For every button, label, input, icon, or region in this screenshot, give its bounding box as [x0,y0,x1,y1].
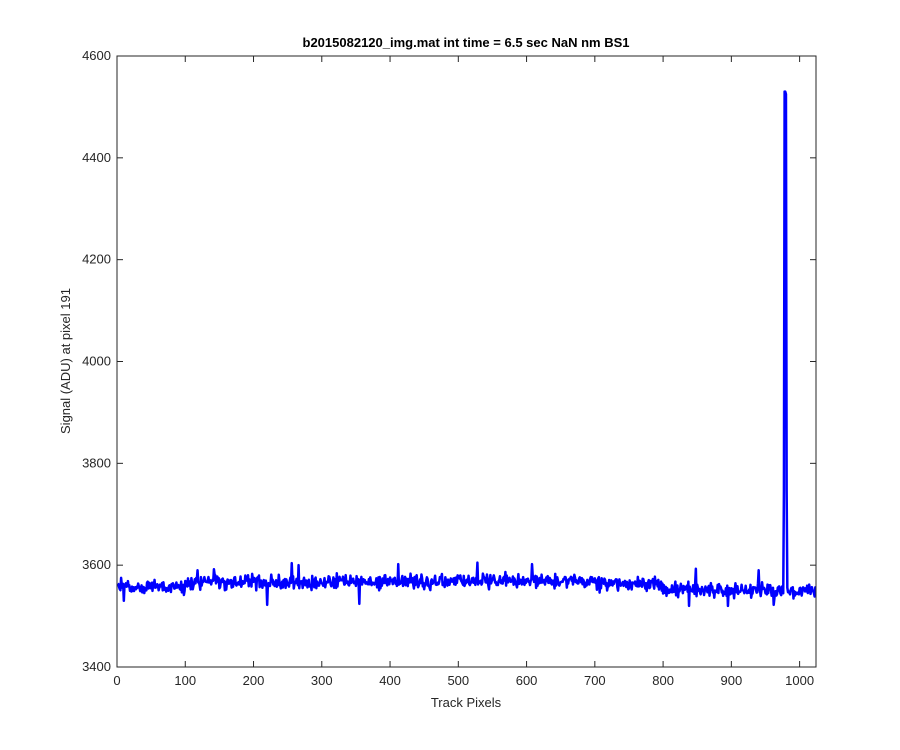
x-tick-label: 0 [113,673,120,688]
axes-frame [116,55,817,668]
y-axis-label: Signal (ADU) at pixel 191 [58,288,73,434]
series-line [117,90,816,608]
y-tick-label: 4400 [82,150,111,165]
x-tick-label: 1000 [785,673,814,688]
x-tick-label: 200 [243,673,265,688]
x-tick-label: 500 [447,673,469,688]
x-tick-label: 600 [516,673,538,688]
y-tick-label: 4000 [82,354,111,369]
y-tick-label: 4600 [82,48,111,63]
y-tick-label: 3600 [82,557,111,572]
x-axis: 0 100 200 300 400 500 600 700 800 900 1000 [113,56,814,688]
chart-title: b2015082120_img.mat int time = 6.5 sec N… [303,35,630,50]
y-tick-label: 3800 [82,455,111,470]
x-tick-label: 700 [584,673,606,688]
x-tick-label: 100 [174,673,196,688]
x-tick-label: 900 [721,673,743,688]
x-tick-label: 300 [311,673,333,688]
y-tick-label: 4200 [82,252,111,267]
x-axis-label: Track Pixels [431,695,502,710]
x-tick-label: 800 [652,673,674,688]
y-tick-label: 3400 [82,659,111,674]
y-axis: 3400 3600 3800 4000 4200 4400 4600 [82,48,816,674]
x-tick-label: 400 [379,673,401,688]
